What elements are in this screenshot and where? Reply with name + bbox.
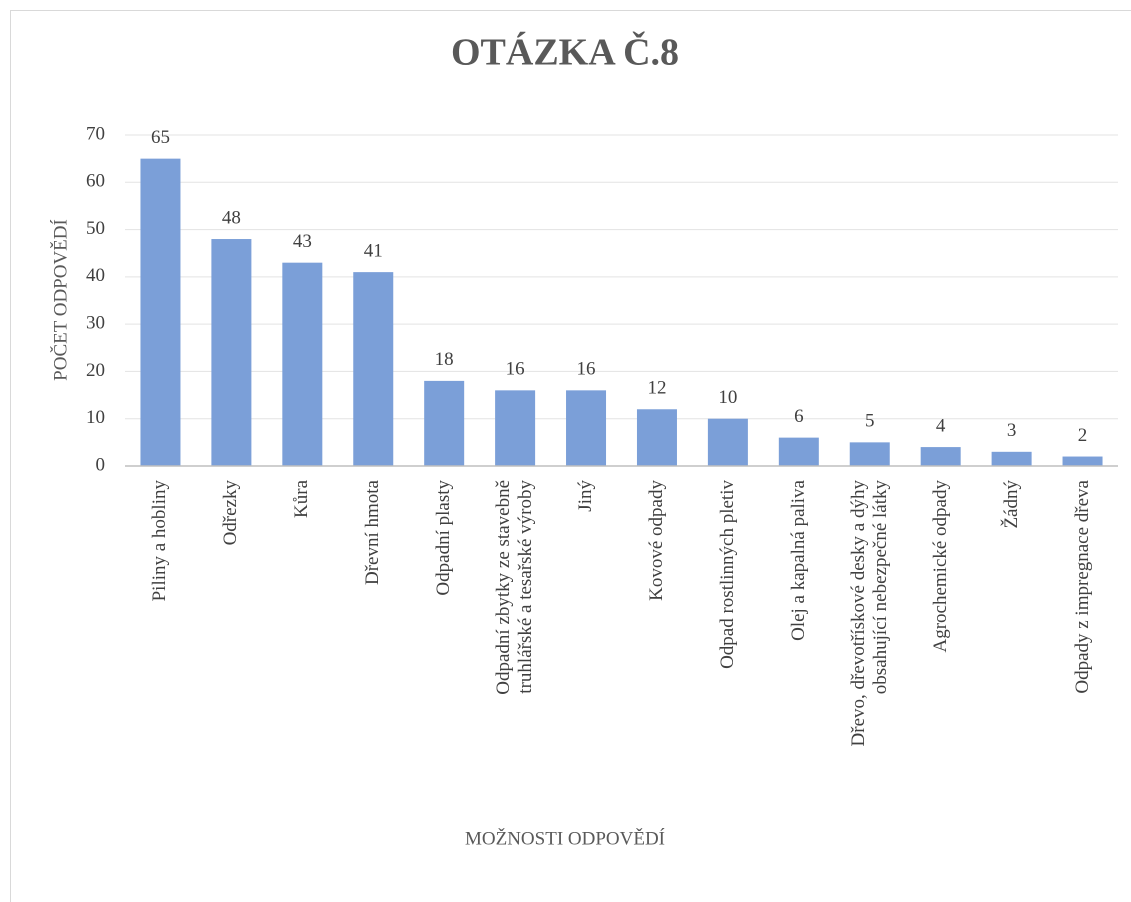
- bar: [424, 380, 465, 466]
- x-tick-label: Dřevo, dřevotřískové desky a dýhy obsahu…: [847, 480, 891, 747]
- value-label: 10: [718, 387, 737, 408]
- x-tick-label: Kůra: [291, 480, 313, 518]
- bar: [495, 390, 536, 466]
- y-tick-label: 70: [86, 123, 105, 144]
- bar: [353, 272, 394, 466]
- bar: [991, 451, 1032, 466]
- bar: [849, 442, 890, 466]
- bar: [636, 409, 677, 466]
- x-tick-label: Jiný: [575, 480, 597, 512]
- value-label: 48: [222, 207, 241, 228]
- x-tick-label: Odřezky: [220, 480, 242, 546]
- value-label: 3: [1007, 420, 1017, 441]
- chart-border: [10, 10, 1131, 902]
- y-tick-label: 20: [86, 360, 105, 381]
- x-tick-label: Odpadní plasty: [433, 480, 455, 596]
- x-tick-label: Odpad rostlinných pletiv: [716, 480, 738, 669]
- value-label: 5: [865, 411, 875, 432]
- x-axis-title: MOŽNOSTI ODPOVĚDÍ: [465, 827, 665, 849]
- x-tick-label: Odpady z impregnace dřeva: [1071, 480, 1093, 694]
- chart-title: OTÁZKA Č.8: [451, 31, 679, 74]
- value-label: 65: [151, 127, 170, 148]
- x-tick-label: Olej a kapalná paliva: [787, 480, 809, 641]
- y-tick-label: 50: [86, 218, 105, 239]
- value-label: 4: [936, 415, 946, 436]
- value-label: 16: [506, 359, 525, 380]
- bar: [140, 158, 181, 466]
- y-tick-label: 40: [86, 265, 105, 286]
- y-tick-label: 30: [86, 313, 105, 334]
- bar: [920, 447, 961, 466]
- x-tick-label: Agrochemické odpady: [929, 480, 951, 653]
- x-tick-label: Piliny a hobliny: [149, 480, 171, 602]
- y-tick-label: 10: [86, 407, 105, 428]
- bar: [211, 239, 252, 466]
- value-label: 43: [293, 231, 312, 252]
- x-tick-label: Dřevní hmota: [362, 480, 384, 586]
- bar: [566, 390, 607, 466]
- value-label: 18: [435, 349, 454, 370]
- y-tick-label: 0: [96, 454, 106, 475]
- x-tick-label: Žádný: [1000, 480, 1022, 529]
- value-label: 6: [794, 406, 804, 427]
- x-tick-label: Odpadní zbytky ze stavebně truhlářské a …: [493, 480, 537, 695]
- y-axis-title: POČET ODPOVĚDÍ: [49, 219, 71, 381]
- y-tick-label: 60: [86, 171, 105, 192]
- value-label: 41: [364, 240, 383, 261]
- value-label: 16: [577, 359, 596, 380]
- value-label: 12: [647, 378, 666, 399]
- x-tick-label: Kovové odpady: [645, 480, 667, 601]
- bar: [707, 418, 748, 466]
- bar: [1062, 456, 1103, 466]
- bar: [282, 262, 323, 466]
- value-label: 2: [1078, 425, 1088, 446]
- bar: [778, 437, 819, 466]
